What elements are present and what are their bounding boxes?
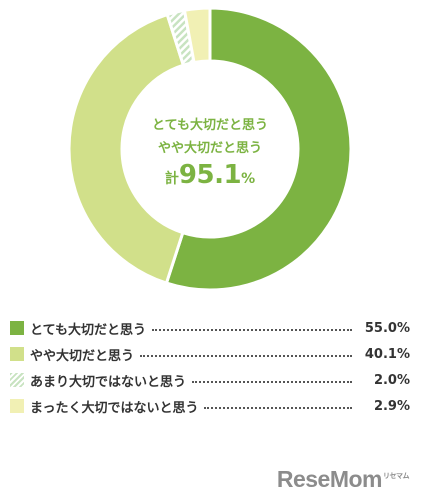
- center-total: 計95.1%: [130, 160, 290, 190]
- legend-label: あまり大切ではないと思う: [30, 374, 187, 390]
- legend-item: あまり大切ではないと思う 2.0%: [10, 367, 410, 393]
- legend-value: 55.0%: [364, 320, 410, 336]
- center-label-line2: やや大切だと思う: [157, 141, 262, 156]
- legend-value: 40.1%: [364, 346, 410, 362]
- legend-label: まったく大切ではないと思う: [30, 400, 199, 416]
- center-label-line1: とても大切だと思う: [152, 118, 268, 133]
- legend-value: 2.9%: [373, 398, 410, 414]
- donut-slice: [67, 12, 186, 285]
- leader-dots: [204, 407, 352, 409]
- legend-swatch: [10, 347, 24, 361]
- donut-slice: [182, 6, 212, 65]
- legend-swatch: [10, 321, 24, 335]
- legend-label: とても大切だと思う: [30, 322, 146, 338]
- leader-dots: [151, 329, 352, 331]
- leader-dots: [192, 381, 352, 383]
- donut-chart: [67, 6, 353, 292]
- center-total-value: 95.1: [178, 160, 242, 190]
- leader-dots: [140, 355, 352, 357]
- legend-item: まったく大切ではないと思う 2.9%: [10, 393, 410, 419]
- legend-item: やや大切だと思う 40.1%: [10, 341, 410, 367]
- donut-slice: [164, 6, 353, 292]
- center-total-unit: %: [241, 171, 256, 187]
- legend-item: とても大切だと思う 55.0%: [10, 315, 410, 341]
- logo-text: ReseMom: [276, 466, 383, 492]
- legend-swatch: [10, 373, 24, 387]
- legend-swatch: [10, 399, 24, 413]
- resemom-logo: ReseMomリセマム: [276, 466, 410, 493]
- legend: とても大切だと思う 55.0% やや大切だと思う 40.1% あまり大切ではない…: [10, 315, 410, 419]
- logo-sub: リセマム: [383, 473, 410, 481]
- legend-value: 2.0%: [373, 372, 410, 388]
- center-total-prefix: 計: [164, 171, 179, 187]
- legend-label: やや大切だと思う: [30, 348, 135, 364]
